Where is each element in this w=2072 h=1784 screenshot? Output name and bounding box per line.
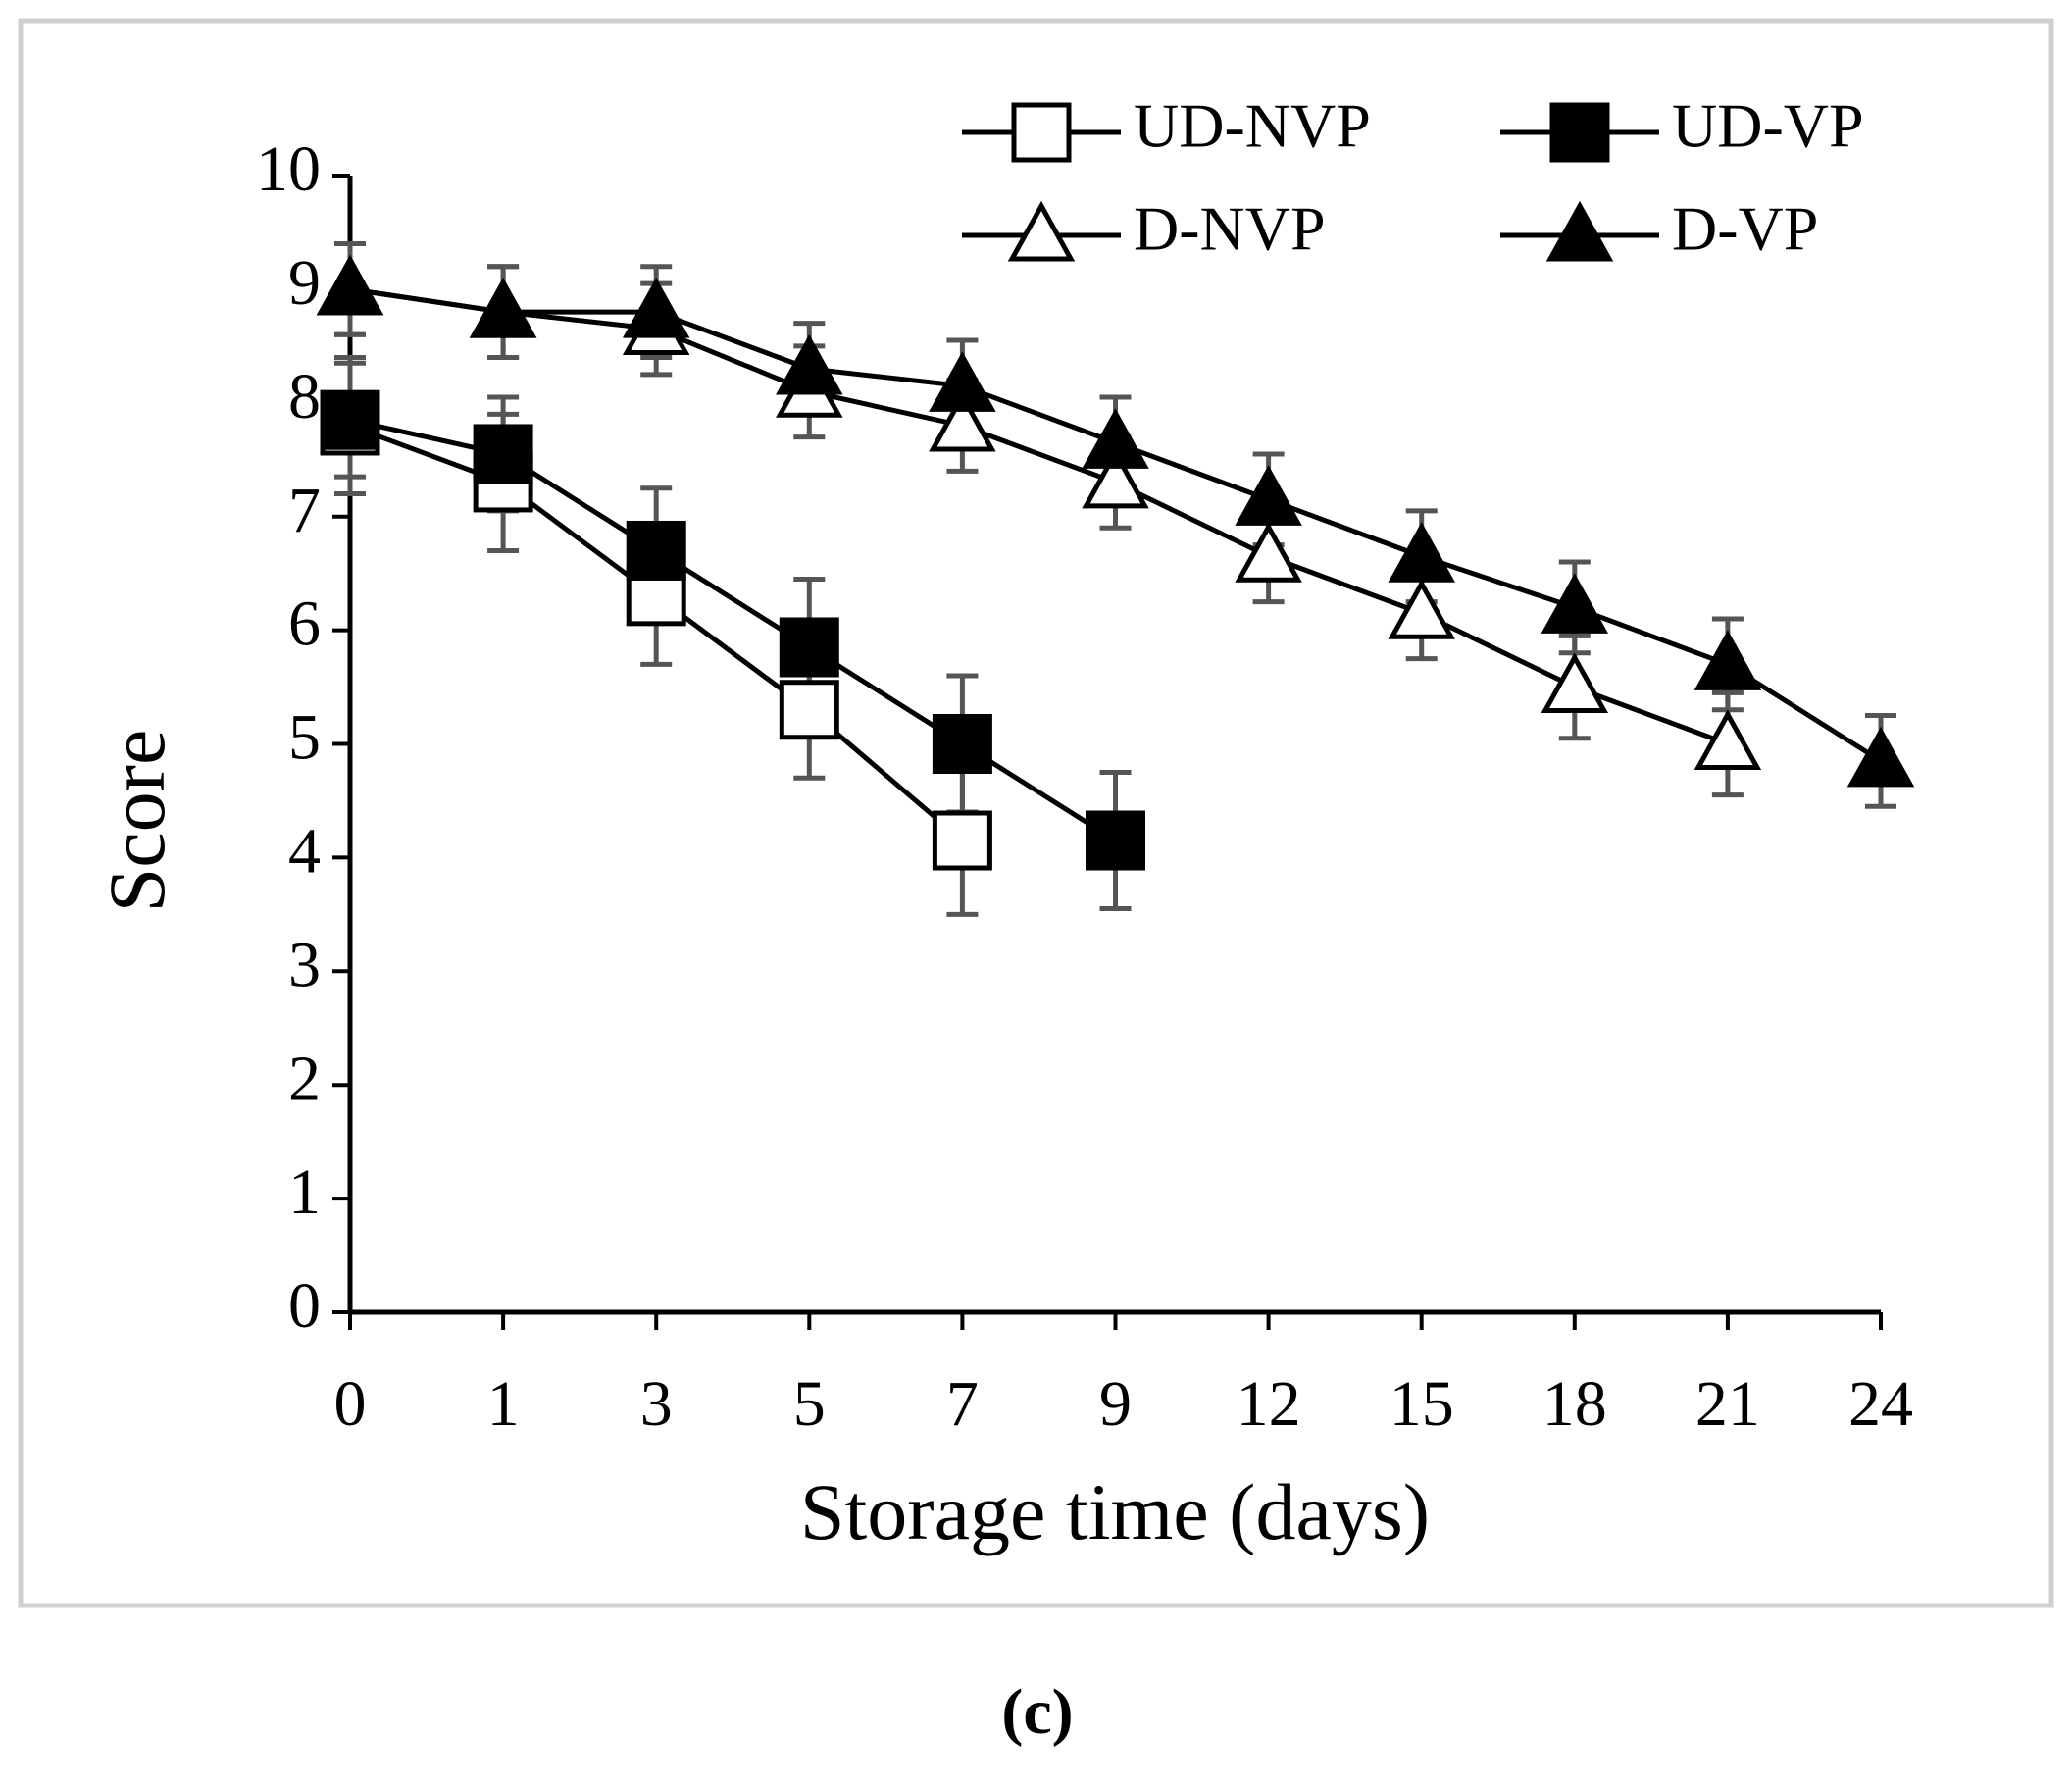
y-tick-label: 8 (288, 361, 321, 433)
x-tick-label: 21 (1695, 1368, 1760, 1440)
legend-marker (1545, 200, 1614, 262)
data-point (1388, 579, 1455, 639)
data-point (929, 390, 996, 452)
data-point (469, 277, 537, 338)
data-point (929, 351, 996, 412)
y-tick-label: 3 (288, 929, 321, 1000)
data-point (1693, 630, 1762, 690)
x-tick-label: 0 (334, 1368, 367, 1440)
y-tick-label: 4 (288, 816, 321, 888)
x-tick-label: 5 (793, 1368, 826, 1440)
data-point (316, 254, 384, 316)
legend-label: UD-VP (1672, 91, 1864, 161)
data-point (320, 389, 380, 450)
data-point (1082, 447, 1149, 509)
legend-marker (1011, 102, 1072, 163)
data-point (1846, 726, 1915, 788)
y-axis-title: Score (92, 730, 181, 913)
y-tick-label: 7 (288, 475, 321, 546)
x-tick-label: 15 (1390, 1368, 1454, 1440)
data-point (1086, 810, 1145, 871)
y-tick-label: 6 (288, 588, 321, 660)
y-tick-label: 5 (288, 702, 321, 774)
data-point (932, 810, 992, 871)
legend-label: D-VP (1672, 194, 1818, 264)
x-tick-label: 3 (640, 1368, 673, 1440)
legend-marker (1549, 102, 1610, 163)
y-tick-label: 0 (288, 1270, 321, 1342)
data-point (622, 277, 690, 338)
x-tick-label: 7 (946, 1368, 979, 1440)
data-point (1235, 465, 1302, 526)
data-point (473, 424, 533, 484)
data-point (1541, 573, 1609, 634)
data-point (1235, 522, 1302, 583)
y-tick-label: 10 (256, 133, 321, 205)
data-point (1541, 652, 1609, 714)
data-point (626, 520, 686, 581)
data-point (1082, 408, 1149, 469)
caption: (c) (1001, 1676, 1073, 1748)
data-point (932, 714, 992, 774)
x-tick-label: 12 (1237, 1368, 1301, 1440)
data-point (776, 333, 843, 395)
legend-label: UD-NVP (1134, 91, 1371, 161)
x-tick-label: 18 (1542, 1368, 1607, 1440)
y-tick-label: 9 (288, 247, 321, 319)
x-tick-label: 24 (1848, 1368, 1913, 1440)
data-point (1388, 522, 1455, 583)
x-axis-title: Storage time (days) (800, 1467, 1430, 1556)
x-tick-label: 1 (487, 1368, 520, 1440)
data-point (1693, 709, 1762, 770)
data-point (779, 680, 839, 740)
y-tick-label: 2 (288, 1043, 321, 1114)
data-point (779, 617, 839, 678)
legend-label: D-NVP (1134, 194, 1326, 264)
y-tick-label: 1 (288, 1156, 321, 1228)
x-tick-label: 9 (1099, 1368, 1132, 1440)
series-line (349, 286, 1729, 746)
legend-marker (1007, 200, 1076, 262)
